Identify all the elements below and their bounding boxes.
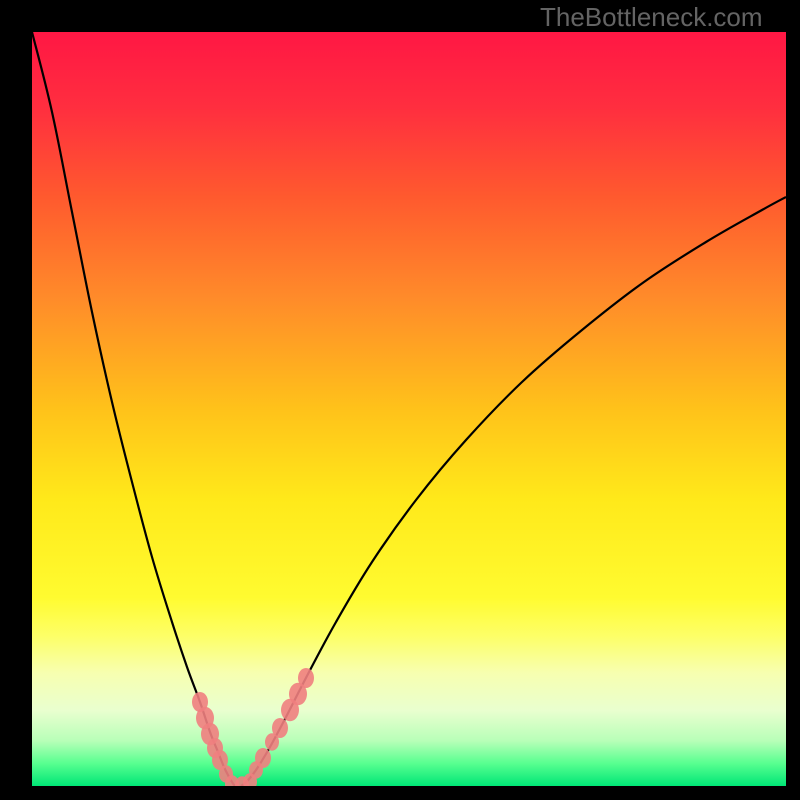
plot-area [32, 32, 786, 786]
data-marker [255, 748, 271, 768]
curve-left [32, 32, 236, 786]
data-marker [298, 668, 314, 688]
watermark-text: TheBottleneck.com [540, 2, 763, 33]
curve-layer [32, 32, 786, 786]
chart-container: TheBottleneck.com [0, 0, 800, 800]
data-marker [272, 718, 288, 738]
marker-group [192, 668, 314, 786]
curve-right [241, 197, 786, 786]
